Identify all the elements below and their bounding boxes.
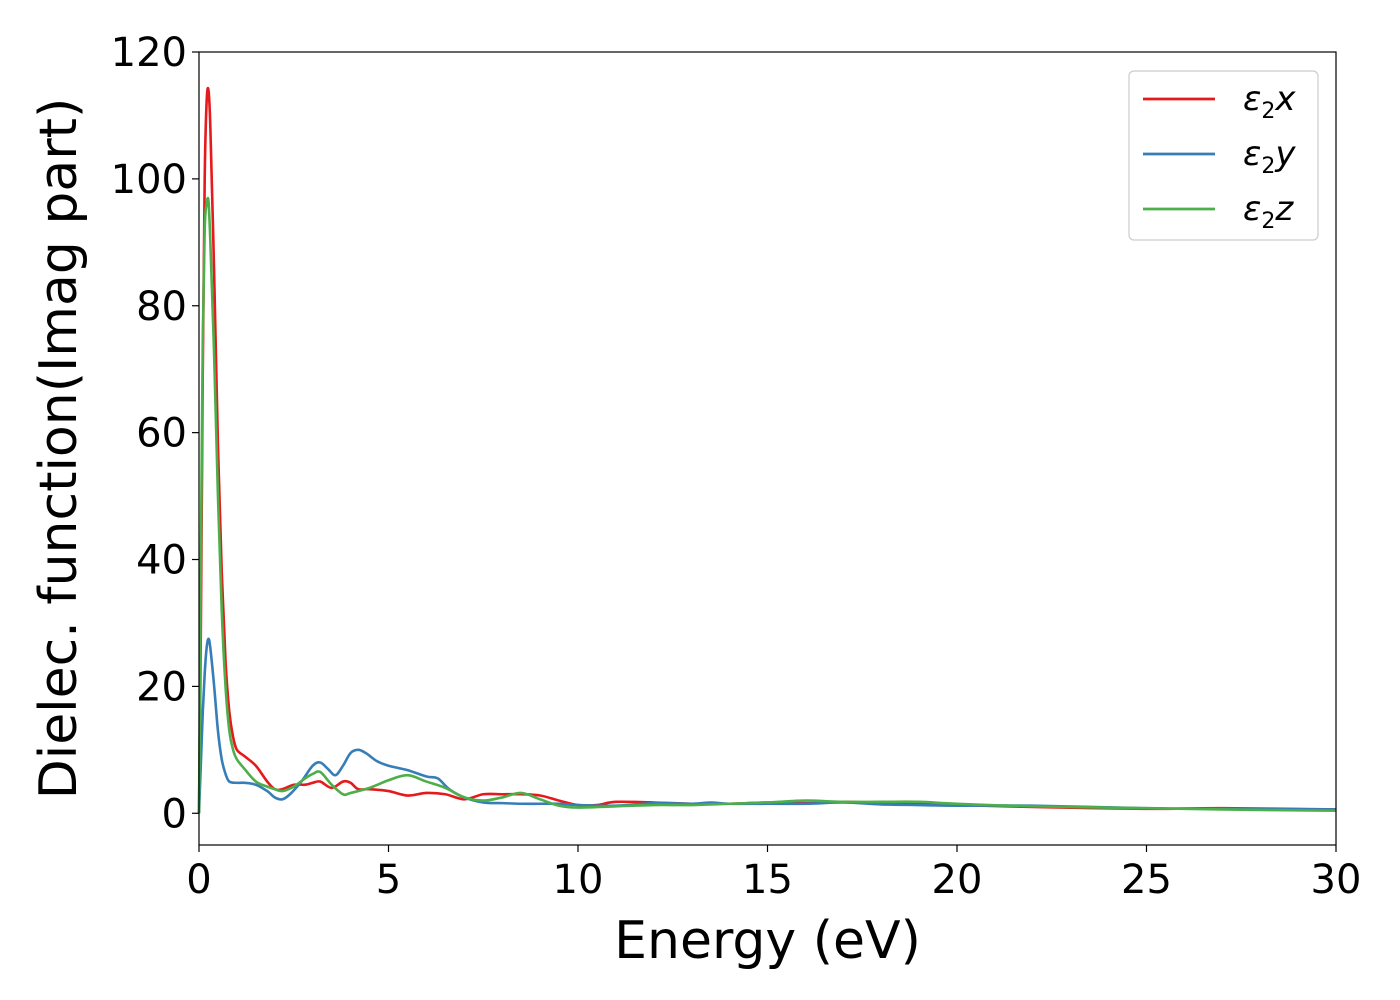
legend-entry-y: ε2y	[1243, 134, 1296, 179]
legend-box	[1128, 70, 1319, 241]
y-tick-label: 40	[136, 538, 187, 584]
y-tick-label: 80	[136, 284, 187, 330]
x-tick-label: 30	[1311, 857, 1362, 903]
x-tick-label: 25	[1121, 857, 1172, 903]
y-tick-label: 60	[136, 411, 187, 457]
x-tick-label: 10	[553, 857, 604, 903]
x-tick-label: 20	[932, 857, 983, 903]
x-tick-label: 15	[742, 857, 793, 903]
y-axis-label: Dielec. function(Imag part)	[29, 98, 89, 800]
legend-entry-z: ε2z	[1243, 189, 1294, 234]
series-line-z	[197, 196, 1337, 814]
y-tick-label: 120	[111, 30, 187, 76]
x-axis-label: Energy (eV)	[614, 911, 921, 971]
x-tick-label: 0	[186, 857, 211, 903]
y-tick-label: 0	[162, 791, 187, 837]
y-axis-ticks: 0 20 40 60 80 100 120	[111, 30, 199, 837]
x-axis-ticks: 0 5 10 15 20 25 30	[186, 845, 1361, 903]
series-layer	[197, 86, 1337, 814]
legend: ε2x ε2y ε2z	[1128, 70, 1319, 241]
legend-entry-x: ε2x	[1243, 79, 1296, 124]
x-tick-label: 5	[376, 857, 401, 903]
y-tick-label: 100	[111, 157, 187, 203]
series-line-y	[197, 637, 1337, 814]
y-tick-label: 20	[136, 664, 187, 710]
